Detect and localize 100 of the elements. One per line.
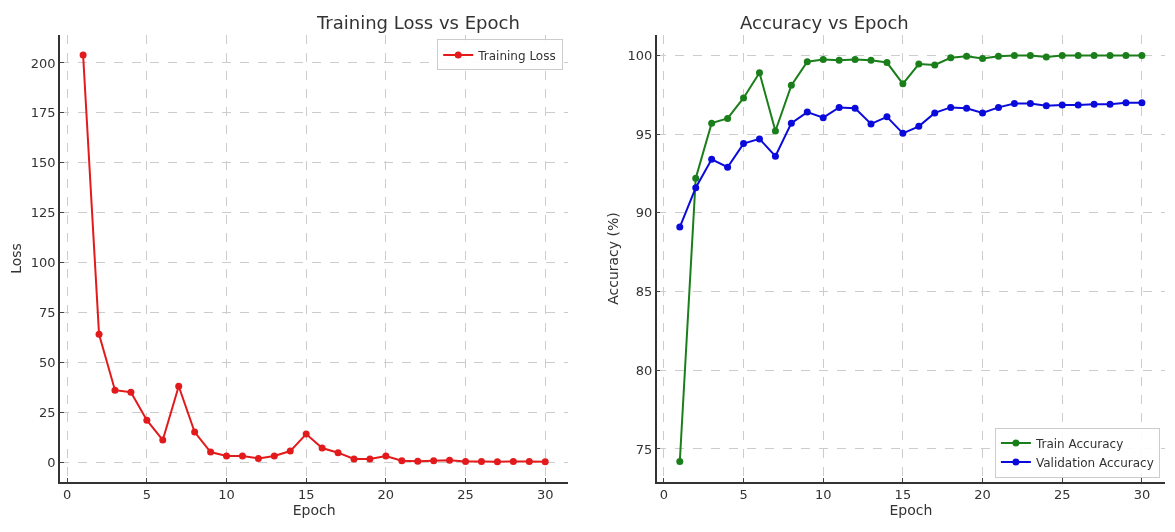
point (819, 55, 827, 63)
point (79, 51, 87, 59)
point (1122, 99, 1130, 107)
point (835, 56, 843, 64)
point (541, 458, 549, 466)
point (1026, 99, 1034, 107)
point (963, 52, 971, 60)
point (398, 457, 406, 465)
point (915, 122, 923, 130)
point (692, 184, 700, 192)
y-tick-label: 0 (47, 454, 56, 470)
point (755, 69, 763, 77)
point (366, 455, 374, 463)
point (1138, 51, 1146, 59)
y-tick-label: 100 (627, 48, 653, 64)
point (676, 223, 684, 231)
point (430, 457, 438, 465)
point (899, 80, 907, 88)
point (851, 55, 859, 63)
point (803, 108, 811, 116)
point (350, 455, 358, 463)
y-tick-label: 50 (39, 354, 56, 370)
legend-label: Training Loss (477, 48, 556, 63)
y-tick-label: 200 (30, 55, 56, 71)
point (477, 457, 485, 465)
point (191, 428, 199, 436)
point (1090, 100, 1098, 108)
point (1106, 100, 1114, 108)
point (883, 59, 891, 67)
point (254, 454, 262, 462)
point (883, 113, 891, 121)
point (270, 452, 278, 460)
point (334, 449, 342, 457)
point (286, 447, 294, 455)
point (223, 452, 231, 460)
x-tick-label: 20 (377, 487, 395, 503)
y-tick-label: 80 (635, 362, 653, 378)
point (819, 114, 827, 122)
point (708, 119, 716, 127)
x-tick-label: 25 (457, 487, 474, 503)
point (851, 104, 859, 112)
point (771, 152, 779, 160)
point (446, 456, 454, 464)
chart-title: Training Loss vs Epoch (316, 12, 520, 33)
y-tick-label: 100 (30, 255, 56, 271)
point (1010, 99, 1018, 107)
point (740, 140, 748, 148)
x-tick-label: 15 (894, 487, 912, 503)
chart-title: Accuracy vs Epoch (740, 12, 909, 33)
point (414, 457, 422, 465)
y-tick-label: 175 (30, 105, 56, 121)
y-tick-label: 125 (30, 205, 56, 221)
point (755, 135, 763, 143)
point (143, 416, 151, 424)
x-tick-label: 10 (218, 487, 235, 503)
point (931, 109, 939, 117)
x-tick-label: 30 (1133, 487, 1151, 503)
x-tick-label: 20 (974, 487, 991, 503)
point (979, 109, 987, 117)
point (318, 444, 326, 452)
x-tick-label: 5 (142, 487, 151, 503)
point (787, 81, 795, 89)
x-tick-label: 10 (814, 487, 832, 503)
point (708, 155, 716, 163)
point (1122, 51, 1130, 59)
point (1090, 51, 1098, 59)
point (1074, 101, 1082, 109)
point (724, 114, 732, 122)
point (771, 127, 779, 135)
point (994, 52, 1002, 60)
x-tick-label: 15 (297, 487, 315, 503)
point (493, 458, 501, 466)
point (724, 163, 732, 171)
point (1010, 51, 1018, 59)
y-axis-title: Loss (7, 243, 24, 274)
point (95, 330, 103, 338)
point (947, 103, 955, 111)
point (525, 457, 533, 465)
point (175, 382, 183, 390)
x-tick-label: 0 (63, 487, 72, 503)
point (1074, 51, 1082, 59)
y-tick-label: 150 (30, 155, 56, 171)
x-tick-label: 30 (536, 487, 554, 503)
point (238, 452, 246, 460)
y-tick-label: 75 (635, 441, 653, 457)
point (1106, 51, 1114, 59)
y-axis-title: Accuracy (%) (604, 212, 621, 305)
point (979, 55, 987, 63)
y-tick-label: 85 (635, 284, 653, 300)
point (302, 430, 310, 438)
point (692, 174, 700, 182)
x-axis-title: Epoch (889, 502, 933, 519)
point (207, 448, 215, 456)
y-tick-label: 75 (39, 304, 56, 320)
point (127, 388, 135, 396)
y-tick-label: 90 (635, 205, 653, 221)
point (1042, 102, 1050, 110)
point (787, 119, 795, 127)
point (159, 436, 167, 444)
point (1058, 51, 1066, 59)
